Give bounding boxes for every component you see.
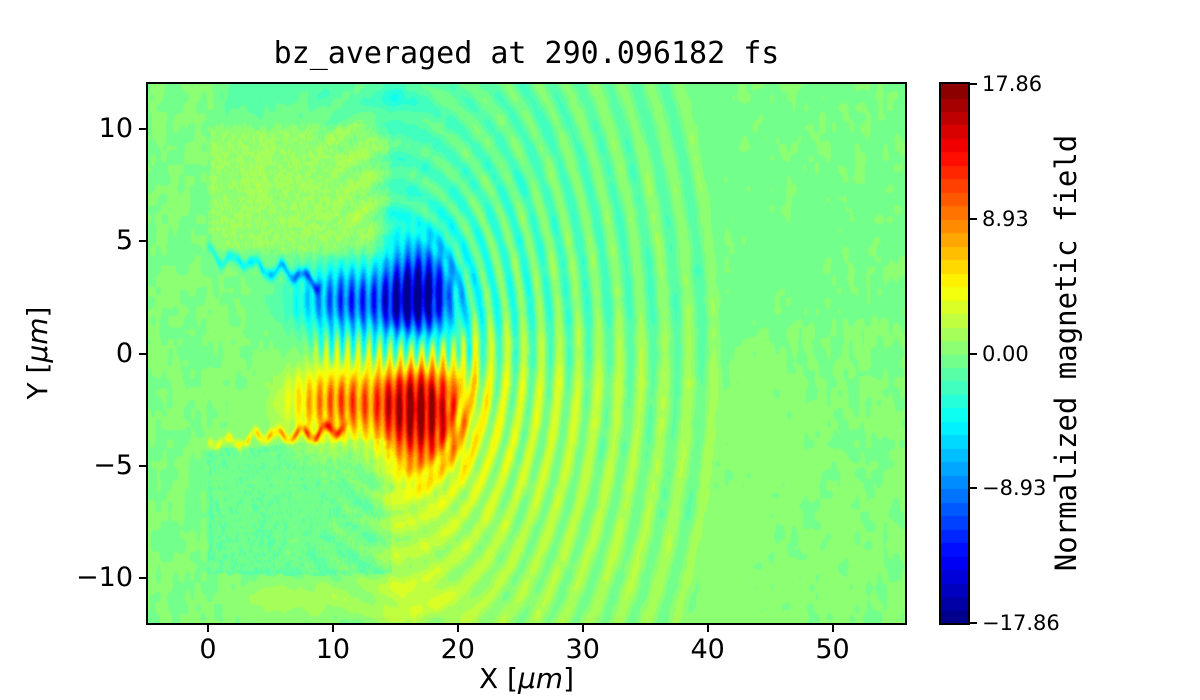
y-tick-label: −5 — [93, 449, 133, 481]
y-axis-label-post: ] — [21, 306, 54, 318]
colorbar-canvas — [941, 84, 968, 623]
y-tick-mark — [139, 352, 146, 355]
y-tick-mark — [139, 464, 146, 467]
colorbar-tick-label: 17.86 — [982, 72, 1043, 96]
x-tick-mark — [581, 625, 584, 632]
x-tick-label: 20 — [440, 634, 475, 665]
y-tick-label: 5 — [115, 225, 133, 257]
colorbar-tick-label: 0.00 — [982, 341, 1029, 366]
y-tick-label: −10 — [76, 562, 133, 594]
y-tick-label: 0 — [115, 337, 133, 369]
colorbar-tick-label: 8.93 — [982, 206, 1029, 231]
x-tick-mark — [706, 625, 709, 632]
y-tick-mark — [139, 577, 146, 580]
x-axis-label-mu: μm — [517, 662, 564, 695]
colorbar-tick-mark — [970, 217, 977, 220]
colorbar-tick-label: −17.86 — [982, 611, 1060, 635]
plot-frame — [146, 82, 907, 625]
colorbar-tick-mark — [970, 352, 977, 355]
x-tick-mark — [331, 625, 334, 632]
colorbar-tick-mark — [970, 487, 977, 490]
x-tick-label: 40 — [690, 634, 725, 665]
x-tick-mark — [831, 625, 834, 632]
y-tick-mark — [139, 127, 146, 130]
plot-title: bz_averaged at 290.096182 fs — [273, 36, 780, 71]
x-axis-label-pre: X [ — [478, 662, 518, 695]
x-tick-mark — [206, 625, 209, 632]
y-axis-label-pre: Y [ — [21, 362, 54, 400]
colorbar-tick-mark — [970, 622, 977, 624]
x-tick-label: 0 — [199, 634, 217, 665]
y-tick-label: 10 — [98, 112, 133, 144]
x-tick-mark — [456, 625, 459, 632]
x-axis-label: X [μm] — [148, 662, 905, 696]
y-axis-label-mu: μm — [21, 317, 54, 363]
x-tick-label: 10 — [315, 634, 351, 665]
colorbar-tick-label: −8.93 — [982, 476, 1047, 501]
colorbar-frame — [939, 82, 970, 625]
colorbar-tick-mark — [970, 83, 977, 85]
x-tick-label: 30 — [565, 634, 600, 665]
x-axis-label-post: ] — [563, 662, 575, 695]
y-tick-mark — [139, 240, 146, 243]
colorbar-label-text: Normalized magnetic field — [1049, 134, 1083, 572]
x-tick-label: 50 — [815, 634, 850, 665]
heatmap-canvas — [148, 84, 905, 623]
